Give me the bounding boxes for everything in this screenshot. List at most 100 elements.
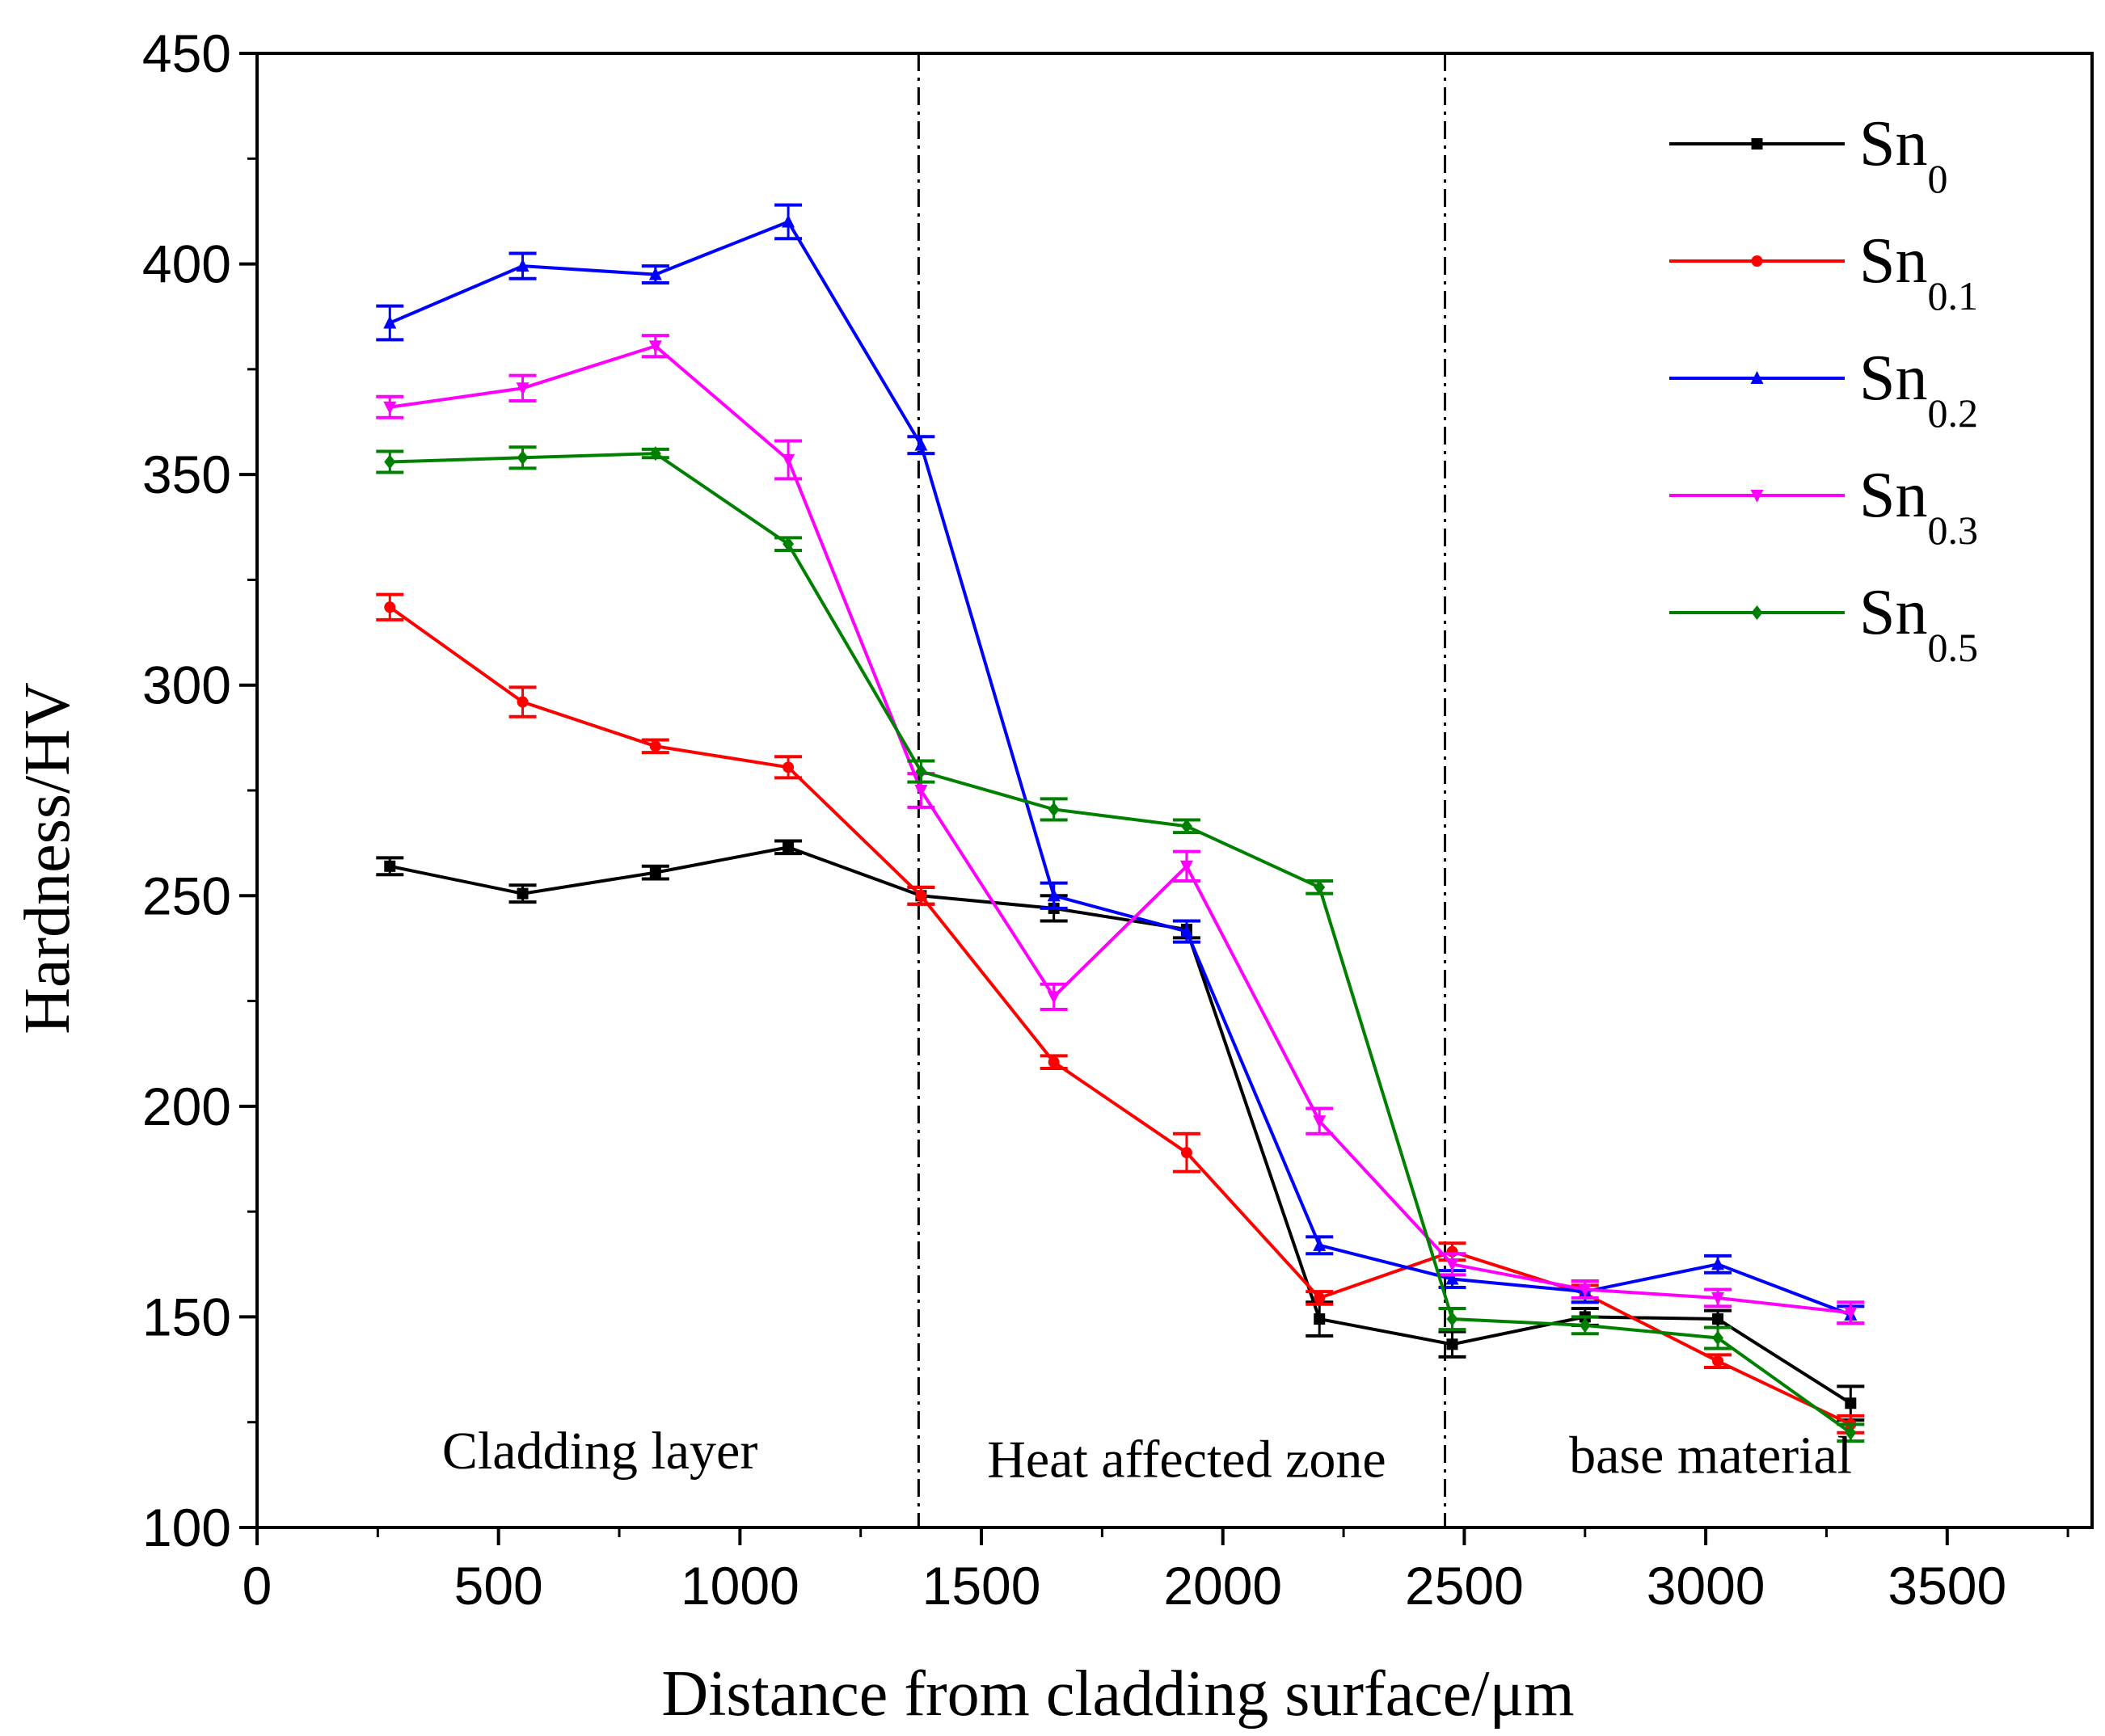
data-point bbox=[1313, 1237, 1327, 1251]
data-point bbox=[1180, 1147, 1192, 1159]
data-point bbox=[1446, 1338, 1458, 1350]
x-tick-label: 3000 bbox=[1647, 1556, 1765, 1616]
data-point bbox=[1047, 991, 1061, 1005]
data-point bbox=[1445, 1271, 1459, 1285]
data-point bbox=[1047, 888, 1061, 902]
data-point bbox=[1845, 1425, 1857, 1440]
legend-label-subscript: 0.5 bbox=[1928, 625, 1979, 670]
y-tick-label: 150 bbox=[142, 1287, 231, 1346]
y-tick-label: 200 bbox=[142, 1077, 231, 1136]
region-label-0: Cladding layer bbox=[442, 1422, 757, 1481]
legend-marker bbox=[1750, 371, 1764, 384]
plot-frame bbox=[255, 52, 2094, 1529]
legend-label-subscript: 0.1 bbox=[1928, 273, 1979, 318]
data-point bbox=[783, 537, 795, 552]
data-point bbox=[915, 764, 927, 779]
data-point bbox=[1445, 1258, 1459, 1272]
data-point bbox=[1712, 1355, 1724, 1367]
x-axis-title: Distance from cladding surface/μm bbox=[661, 1658, 1574, 1730]
data-point bbox=[1314, 1291, 1326, 1304]
data-point bbox=[914, 437, 928, 451]
data-point bbox=[517, 887, 529, 900]
series-Sn0.3 bbox=[376, 334, 1865, 1325]
legend-label-subscript: 0.2 bbox=[1928, 390, 1979, 436]
axes: 0 500 1000 1500 2000 2500 3000 3500100150200250… bbox=[142, 23, 2094, 1616]
data-point bbox=[783, 841, 795, 853]
y-tick-label: 400 bbox=[142, 234, 231, 294]
legend-label-base: Sn bbox=[1859, 225, 1928, 297]
data-point bbox=[1048, 1056, 1060, 1068]
x-tick-label: 1000 bbox=[681, 1556, 799, 1616]
x-tick-label: 2500 bbox=[1405, 1556, 1524, 1616]
y-tick-label: 100 bbox=[142, 1498, 231, 1557]
data-point bbox=[1446, 1312, 1458, 1327]
legend-marker bbox=[1751, 255, 1763, 267]
x-tick-label: 500 bbox=[454, 1556, 543, 1616]
data-point bbox=[384, 454, 396, 470]
legend-item-Sn0.3: Sn0.3 bbox=[1669, 460, 1978, 553]
data-point bbox=[1314, 879, 1326, 895]
region-label-1: Heat affected zone bbox=[987, 1430, 1386, 1489]
data-point bbox=[914, 785, 928, 798]
legend-label: Sn0.1 bbox=[1859, 225, 1978, 318]
legend-label: Sn0.3 bbox=[1859, 460, 1978, 553]
data-point bbox=[649, 740, 661, 752]
data-point bbox=[1179, 924, 1193, 938]
y-tick-label: 300 bbox=[142, 655, 231, 715]
legend-label: Sn0 bbox=[1859, 108, 1948, 201]
legend-item-Sn0.5: Sn0.5 bbox=[1669, 577, 1978, 670]
data-point bbox=[1579, 1317, 1591, 1333]
data-point bbox=[782, 453, 795, 467]
data-point bbox=[1578, 1283, 1592, 1297]
series-line bbox=[389, 605, 1852, 1426]
data-point bbox=[1844, 1307, 1858, 1321]
legend-item-Sn0: Sn0 bbox=[1669, 108, 1948, 201]
series-line bbox=[389, 343, 1851, 1315]
legend-label: Sn0.5 bbox=[1859, 577, 1978, 670]
x-tick-label: 0 bbox=[243, 1556, 272, 1616]
legend-marker bbox=[1751, 138, 1763, 150]
data-point bbox=[1845, 1397, 1857, 1409]
x-tick-label: 2000 bbox=[1163, 1556, 1282, 1616]
data-point bbox=[516, 382, 529, 396]
series-line bbox=[390, 452, 1852, 1435]
data-point bbox=[1711, 1257, 1725, 1270]
data-point bbox=[516, 259, 529, 272]
legend-label-subscript: 0 bbox=[1928, 156, 1948, 201]
series-line bbox=[389, 219, 1852, 1317]
x-tick-label: 3500 bbox=[1888, 1556, 2006, 1616]
data-point bbox=[649, 446, 661, 461]
legend-label-subscript: 0.3 bbox=[1928, 508, 1979, 553]
data-point bbox=[384, 601, 396, 613]
data-point bbox=[384, 860, 396, 872]
data-point bbox=[1314, 1313, 1326, 1325]
data-point bbox=[783, 761, 795, 773]
data-point bbox=[383, 401, 397, 415]
series-layer bbox=[376, 203, 1865, 1443]
legend-label: Sn0.2 bbox=[1859, 343, 1978, 436]
series-Sn0.1 bbox=[376, 592, 1865, 1435]
data-point bbox=[915, 890, 927, 902]
series-line bbox=[389, 845, 1852, 1405]
data-point bbox=[1712, 1330, 1724, 1346]
y-tick-label: 350 bbox=[142, 445, 231, 504]
y-tick-label: 250 bbox=[142, 866, 231, 925]
region-boundaries bbox=[917, 53, 1447, 1527]
y-tick-label: 450 bbox=[142, 23, 231, 83]
data-point bbox=[1711, 1291, 1725, 1305]
region-labels: Cladding layer Heat affected zone base mat… bbox=[442, 1422, 1852, 1489]
data-point bbox=[517, 696, 529, 708]
legend-label-base: Sn bbox=[1859, 108, 1928, 179]
x-tick-label: 1500 bbox=[922, 1556, 1041, 1616]
data-point bbox=[1179, 860, 1193, 874]
data-point bbox=[782, 214, 795, 228]
data-point bbox=[648, 340, 662, 354]
data-point bbox=[649, 866, 661, 879]
series-Sn0.5 bbox=[376, 445, 1865, 1443]
legend-label-base: Sn bbox=[1859, 460, 1928, 531]
legend-item-Sn0.2: Sn0.2 bbox=[1669, 343, 1978, 436]
series-Sn0 bbox=[376, 839, 1865, 1422]
y-axis-title: Hardness/HV bbox=[12, 682, 83, 1034]
